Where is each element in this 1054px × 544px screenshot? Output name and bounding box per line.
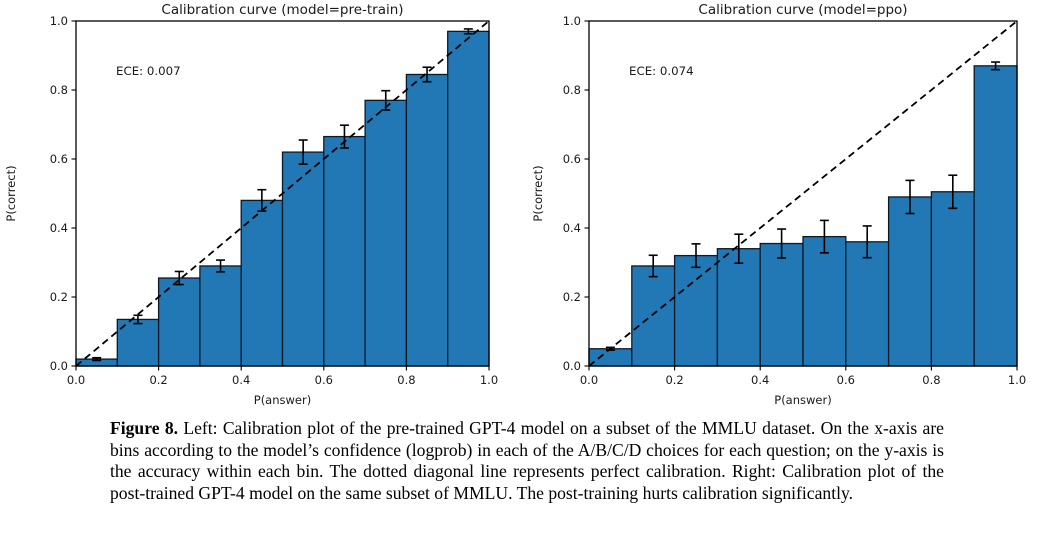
y-tick-label: 0.4	[50, 221, 68, 235]
diagonal-line	[75, 20, 490, 367]
y-tick-label: 0.0	[563, 359, 581, 373]
axis-frame	[75, 20, 490, 367]
calibration-bar	[716, 248, 761, 367]
calibration-bar	[930, 191, 975, 367]
y-tick-label: 0.4	[563, 221, 581, 235]
x-tick-label: 0.0	[580, 373, 598, 387]
figure-caption-text: Left: Calibration plot of the pre-traine…	[110, 418, 944, 503]
y-tick-label: 0.6	[50, 152, 68, 166]
y-axis-label: P(correct)	[4, 165, 18, 221]
y-axis-label: P(correct)	[531, 165, 545, 221]
calibration-bar	[364, 99, 408, 367]
x-tick-label: 0.8	[397, 373, 415, 387]
x-tick-label: 0.6	[837, 373, 855, 387]
x-tick-label: 0.2	[149, 373, 167, 387]
y-tick-label: 0.8	[50, 83, 68, 97]
x-tick-label: 0.4	[232, 373, 250, 387]
x-tick-label: 1.0	[480, 373, 498, 387]
chart-title: Calibration curve (model=pre-train)	[161, 2, 403, 18]
calibration-chart-ppo: 0.0 0.2 0.4 0.6 0.8 1.0 0.0 0.2 0.4 0.6 0.8 1.0 Cali…	[531, 2, 1026, 407]
calibration-bar	[281, 151, 325, 367]
x-tick-label: 0.6	[315, 373, 333, 387]
calibration-chart-pretrain: 0.0 0.2 0.4 0.6 0.8 1.0 0.0 0.2 0.4 0.6 0.8 1.0 Cali…	[4, 2, 498, 407]
calibration-bar	[405, 73, 449, 367]
calibration-bar	[845, 241, 890, 367]
calibration-bar	[631, 265, 676, 367]
calibration-bar	[802, 235, 847, 367]
x-tick-label: 0.2	[665, 373, 683, 387]
ece-annotation: ECE: 0.074	[629, 64, 694, 78]
y-tick-label: 0.2	[563, 290, 581, 304]
calibration-bar	[588, 348, 633, 367]
axis-frame	[588, 20, 1018, 367]
chart-title: Calibration curve (model=ppo)	[698, 2, 907, 18]
x-tick-label: 1.0	[1008, 373, 1026, 387]
figure-caption: Figure 8. Left: Calibration plot of the …	[110, 418, 944, 504]
y-tick-label: 0.6	[563, 152, 581, 166]
calibration-bar	[240, 199, 284, 367]
calibration-bar	[973, 65, 1018, 367]
calibration-bar	[759, 242, 804, 367]
calibration-bar	[447, 30, 490, 367]
y-tick-label: 1.0	[50, 14, 68, 28]
y-tick-label: 1.0	[563, 14, 581, 28]
y-tick-label: 0.0	[50, 359, 68, 373]
x-tick-label: 0.8	[922, 373, 940, 387]
figure-caption-label: Figure 8.	[110, 418, 179, 438]
calibration-bar	[673, 254, 719, 367]
x-axis-label: P(answer)	[254, 393, 311, 407]
x-tick-label: 0.0	[67, 373, 85, 387]
calibration-bar	[323, 135, 366, 367]
ece-annotation: ECE: 0.007	[116, 64, 181, 78]
calibration-bar	[199, 265, 242, 367]
y-tick-label: 0.2	[50, 290, 68, 304]
x-tick-label: 0.4	[751, 373, 769, 387]
calibration-bar	[887, 196, 933, 367]
x-axis-label: P(answer)	[774, 393, 831, 407]
y-tick-label: 0.8	[563, 83, 581, 97]
